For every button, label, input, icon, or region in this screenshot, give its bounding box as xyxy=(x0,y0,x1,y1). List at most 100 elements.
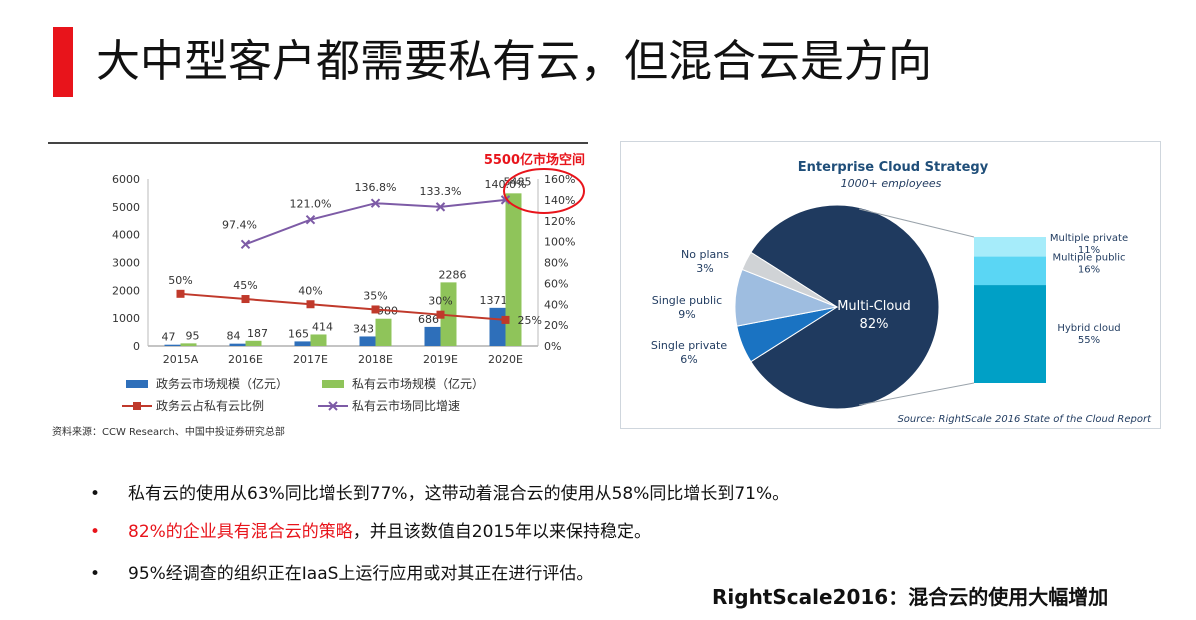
breakdown-label: Multiple public xyxy=(1053,253,1126,264)
cloud-strategy-chart-svg: Enterprise Cloud Strategy 1000+ employees… xyxy=(651,160,1152,425)
line-marker-square xyxy=(501,315,510,324)
annotation-circle xyxy=(503,168,585,214)
pie-slice xyxy=(750,204,940,410)
bar-private-cloud xyxy=(180,343,197,346)
x-tick-label: 2018E xyxy=(358,353,393,366)
bullet-marker: • xyxy=(90,564,101,584)
line-value-label: 97.4% xyxy=(222,218,257,231)
bar-value-label: 165 xyxy=(288,327,309,340)
bar-private-cloud xyxy=(245,340,262,346)
title-accent-bar xyxy=(53,27,73,97)
bar-private-cloud xyxy=(310,334,327,346)
bar-value-label: 343 xyxy=(353,322,374,335)
y-tick-label: 3000 xyxy=(112,257,140,270)
y2-tick-label: 140% xyxy=(544,194,575,207)
y-tick-label: 5000 xyxy=(112,201,140,214)
bar-gov-cloud xyxy=(359,336,376,346)
pie-slice-label: No plans xyxy=(681,248,729,261)
line-marker-x xyxy=(435,202,446,212)
bullet-text: 私有云的使用从63%同比增长到77%，这带动着混合云的使用从58%同比增长到71… xyxy=(128,484,790,504)
pie-slice-value: 9% xyxy=(678,308,695,321)
pie-slice-value: 6% xyxy=(680,353,697,366)
line-value-label: 35% xyxy=(363,289,387,302)
bar-value-label: 47 xyxy=(162,331,176,344)
market-size-chart-svg: 0 1000 2000 3000 4000 5000 6000 0% 20% 40% 60% 80% 1… xyxy=(52,152,585,437)
chart-top-border xyxy=(48,142,588,144)
legend-label: 政务云市场规模（亿元） xyxy=(156,376,288,391)
pie-subtitle: 1000+ employees xyxy=(841,177,942,190)
pie-slice-label: Single private xyxy=(651,339,727,352)
legend-label: 私有云市场同比增速 xyxy=(352,398,460,413)
line-value-label: 136.8% xyxy=(355,181,397,194)
x-tick-label: 2017E xyxy=(293,353,328,366)
bar-value-label: 95 xyxy=(186,329,200,342)
legend-marker-square xyxy=(133,402,141,410)
connector-line xyxy=(858,208,975,238)
y-tick-label: 0 xyxy=(133,340,140,353)
bullet-rest: ，并且该数值自2015年以来保持稳定。 xyxy=(352,522,652,542)
breakdown-value: 11% xyxy=(1078,245,1100,256)
bullet-text: 95%经调查的组织正在IaaS上运行应用或对其正在进行评估。 xyxy=(128,564,594,584)
line-marker-square xyxy=(371,305,380,314)
line-gov-share xyxy=(180,292,506,321)
breakdown-label: Multiple private xyxy=(1050,233,1128,244)
legend-marker-x xyxy=(328,401,338,411)
y2-tick-label: 100% xyxy=(544,236,575,249)
y2-tick-label: 20% xyxy=(544,319,568,332)
line-marker-x xyxy=(240,239,251,250)
bullet-marker: • xyxy=(90,484,101,504)
y-tick-label: 2000 xyxy=(112,284,140,297)
pie-slice xyxy=(741,251,838,308)
breakdown-value: 55% xyxy=(1078,335,1100,346)
line-value-label: 121.0% xyxy=(290,198,332,211)
legend-swatch xyxy=(322,380,344,388)
slide-title: 大中型客户都需要私有云，但混合云是方向 xyxy=(96,36,932,87)
y-tick-label: 4000 xyxy=(112,229,140,242)
y2-tick-label: 40% xyxy=(544,298,568,311)
x-tick-label: 2016E xyxy=(228,353,263,366)
bullet-text: 82%的企业具有混合云的策略，并且该数值自2015年以来保持稳定。 xyxy=(128,518,651,546)
line-marker-square xyxy=(436,310,445,319)
line-marker-x xyxy=(370,198,381,208)
bar-private-cloud xyxy=(505,193,522,346)
pie-slice-label: Multi-Cloud xyxy=(837,299,911,314)
legend-label: 私有云市场规模（亿元） xyxy=(352,376,484,391)
slide-footer: RightScale2016：混合云的使用大幅增加 xyxy=(712,585,1109,609)
y-tick-label: 6000 xyxy=(112,173,140,186)
legend-swatch xyxy=(126,380,148,388)
line-value-label: 25% xyxy=(518,314,542,327)
bar-private-cloud xyxy=(375,318,392,346)
pie-source: Source: RightScale 2016 State of the Clo… xyxy=(897,414,1152,425)
bar-value-label: 187 xyxy=(247,327,268,340)
line-value-label: 133.3% xyxy=(420,185,462,198)
bar-value-label: 1371 xyxy=(480,294,508,307)
line-marker-x xyxy=(305,214,316,225)
breakdown-segment xyxy=(974,285,1046,383)
line-growth-rate xyxy=(245,198,506,246)
bar-value-label: 84 xyxy=(227,330,241,343)
bar-value-label: 414 xyxy=(312,320,333,333)
cloud-strategy-chart: Enterprise Cloud Strategy 1000+ employees… xyxy=(620,141,1161,429)
line-value-label: 30% xyxy=(428,295,452,308)
breakdown-value: 16% xyxy=(1078,265,1100,276)
line-marker-square xyxy=(241,295,250,304)
bar-value-label: 686 xyxy=(418,313,439,326)
market-size-chart: 0 1000 2000 3000 4000 5000 6000 0% 20% 40% 60% 80% 1… xyxy=(48,137,592,437)
bar-private-cloud xyxy=(440,282,457,346)
bar-gov-cloud xyxy=(229,343,246,346)
pie-slice-label: Single public xyxy=(652,294,722,307)
bar-gov-cloud xyxy=(294,341,311,346)
y2-tick-label: 160% xyxy=(544,173,575,186)
y2-tick-label: 80% xyxy=(544,257,568,270)
y2-tick-label: 120% xyxy=(544,215,575,228)
y2-tick-label: 0% xyxy=(544,340,561,353)
x-tick-label: 2019E xyxy=(423,353,458,366)
line-marker-square xyxy=(176,289,185,298)
line-value-label: 50% xyxy=(168,274,192,287)
x-tick-label: 2020E xyxy=(488,353,523,366)
bar-gov-cloud xyxy=(489,307,506,346)
bullet-marker: • xyxy=(90,522,101,542)
bar-gov-cloud xyxy=(164,344,181,346)
breakdown-label: Hybrid cloud xyxy=(1057,323,1120,334)
connector-line xyxy=(858,382,975,406)
